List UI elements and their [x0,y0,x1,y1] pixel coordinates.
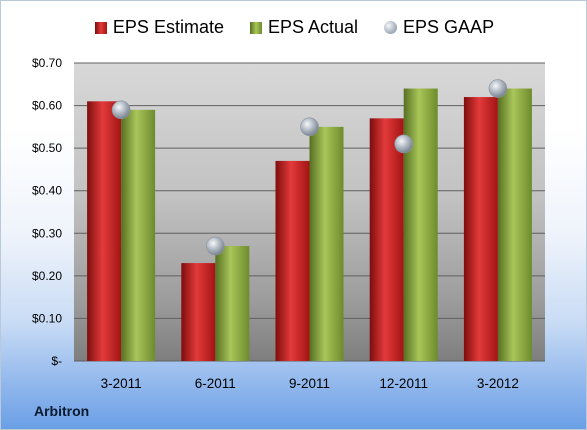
marker-eps-gaap [488,79,508,98]
legend-item-estimate: EPS Estimate [94,17,224,38]
x-tick-label: 12-2011 [379,376,428,391]
y-tick-label: $0.60 [32,99,62,113]
x-tick-label: 9-2011 [289,376,330,391]
x-tick-label: 3-2011 [101,376,142,391]
bar-eps-actual [215,246,250,361]
bar-eps-estimate [87,101,122,362]
y-tick-label: $0.30 [32,226,62,240]
bar-eps-actual [497,88,532,362]
bar-eps-estimate [463,97,498,362]
y-tick-label: $0.20 [32,269,62,283]
legend-label-estimate: EPS Estimate [112,17,224,37]
y-tick-label: $0.40 [32,184,62,198]
bar-eps-actual [309,126,344,361]
legend-item-actual: EPS Actual [249,17,359,38]
bar-eps-actual [121,109,156,361]
legend-label-gaap: EPS GAAP [403,17,495,37]
y-tick-label: $0.50 [32,141,62,155]
legend-swatch-estimate [94,21,107,34]
marker-eps-gaap [300,117,319,137]
legend-swatch-actual [249,21,262,34]
y-tick-label: $- [51,354,62,368]
bar-eps-estimate [275,160,310,361]
y-tick-label: $0.70 [32,56,62,70]
marker-eps-gaap [111,100,131,120]
bar-eps-estimate [181,263,216,361]
chart-legend: EPS Estimate EPS Actual EPS GAAP [1,17,586,38]
legend-label-actual: EPS Actual [267,17,359,37]
x-tick-label: 6-2011 [195,376,236,391]
bar-eps-actual [403,88,438,362]
marker-eps-gaap [206,236,225,256]
company-name: Arbitron [34,403,90,419]
legend-swatch-gaap [384,21,398,34]
marker-eps-gaap [394,134,414,154]
bar-eps-estimate [369,118,404,361]
y-tick-label: $0.10 [32,311,62,325]
legend-item-gaap: EPS GAAP [384,17,494,38]
x-tick-label: 3-2012 [477,376,519,391]
